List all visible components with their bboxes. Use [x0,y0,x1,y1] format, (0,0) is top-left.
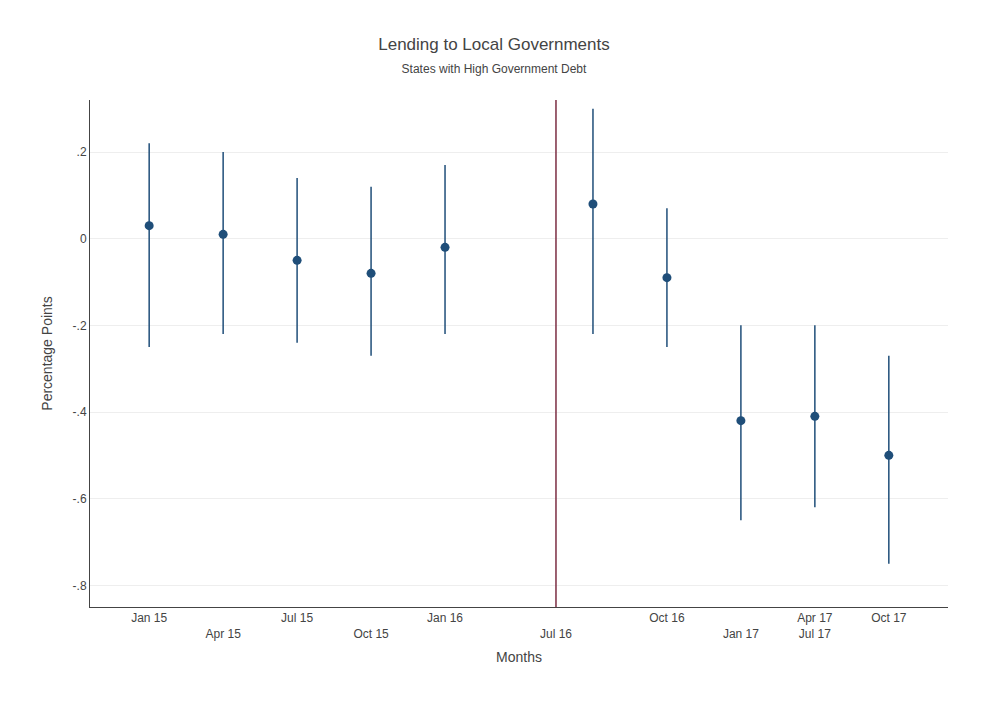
svg-text:-.2: -.2 [73,319,87,333]
svg-text:.2: .2 [77,145,87,159]
svg-text:Jul 16: Jul 16 [540,611,572,641]
svg-text:-.8: -.8 [73,579,87,593]
svg-text:Percentage Points: Percentage Points [39,296,55,410]
svg-text:States with High Government De: States with High Government Debt [402,62,587,76]
svg-text:Jul 15: Jul 15 [281,611,313,641]
svg-text:0: 0 [80,232,87,246]
svg-text:Oct 15: Oct 15 [353,611,389,641]
svg-text:Jan 15: Jan 15 [131,611,167,641]
svg-text:Oct 17: Oct 17 [871,611,907,641]
svg-text:Months: Months [496,649,542,665]
svg-text:Jan 17: Jan 17 [723,611,759,641]
svg-text:Oct 16: Oct 16 [649,611,685,641]
svg-text:Lending to Local Governments: Lending to Local Governments [378,35,610,54]
svg-text:Apr 15: Apr 15 [205,611,241,641]
svg-text:Apr 17Jul 17: Apr 17Jul 17 [797,611,833,641]
svg-text:-.6: -.6 [73,492,87,506]
svg-text:-.4: -.4 [73,405,87,419]
svg-text:Jan 16: Jan 16 [427,611,463,641]
